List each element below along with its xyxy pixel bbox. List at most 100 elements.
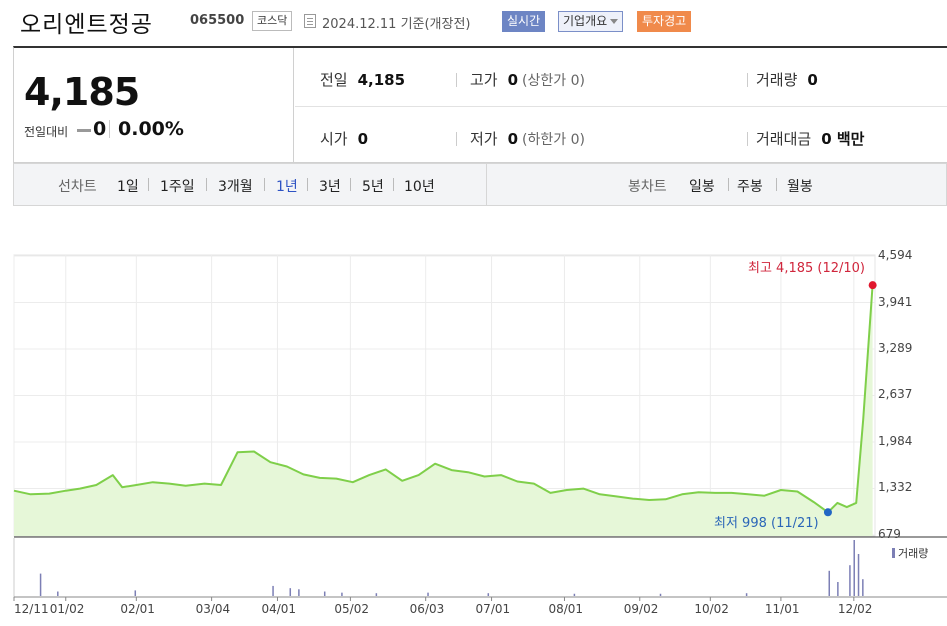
candle-daily-button[interactable]: 일봉 [689,179,715,195]
prev-close: 전일 4,185 [320,69,405,90]
chevron-down-icon [610,19,619,24]
company-overview-dropdown[interactable]: 기업개요 [558,11,624,32]
divider [264,178,265,191]
volume-bar [853,540,855,596]
volume-bar [745,593,748,596]
volume-bar [837,582,839,596]
open-price: 시가 0 [320,128,368,149]
stock-name: 오리엔트정공 [20,12,153,38]
period-1w-button[interactable]: 1주일 [160,179,195,195]
x-tick-label: 12/11 [14,602,49,616]
low-value: 0 [507,130,519,148]
candle-monthly-button[interactable]: 월봉 [787,179,813,195]
change-value: 0 [93,118,107,140]
open-label: 시가 [320,130,348,148]
divider [148,178,149,191]
period-10y-button[interactable]: 10년 [404,179,435,195]
y-tick-label: 3,941 [878,294,913,309]
candle-weekly-button[interactable]: 주봉 [737,179,763,195]
volume-bar [289,588,292,596]
divider [350,178,351,191]
volume-bar [272,585,274,596]
realtime-button[interactable]: 실시간 [502,11,546,32]
flat-change-icon [77,129,91,132]
divider [393,178,394,191]
high-price: 고가 0 (상한가 0) [470,69,585,90]
price-chart: 최고 4,185 (12/10) 최저 998 (11/21) 거래량 4,59… [0,240,947,626]
line-chart-label: 선차트 [58,179,97,195]
divider [747,73,748,87]
change-percent: 0.00% [118,118,184,140]
price-chart-svg [13,254,947,601]
y-tick-label: 3,289 [878,341,913,355]
market-badge: 코스닥 [252,11,293,31]
volume-bar [659,593,662,596]
divider [776,178,777,191]
x-tick-label: 02/01 [120,602,155,616]
volume-bar [323,591,326,596]
y-tick-label: 4,594 [878,248,913,262]
amount-label: 거래대금 [756,130,812,148]
volume-value: 0 [807,71,818,89]
volume-bar [857,554,860,596]
volume-bar [573,593,576,596]
volume: 거래량 0 [756,69,818,90]
period-5y-button[interactable]: 5년 [362,179,384,195]
high-label: 고가 [470,71,498,89]
upper-limit: (상한가 0) [522,73,585,89]
y-tick-label: 2,637 [878,387,913,402]
x-tick-label: 04/01 [261,602,297,616]
x-tick-label: 03/04 [195,602,231,616]
high-marker [868,281,877,290]
price-box: 4,185 전일대비 0 0.00% [14,48,294,163]
low-label: 저가 [470,130,498,148]
lower-limit: (하한가 0) [522,132,585,148]
x-tick-label: 07/01 [475,602,511,616]
investment-warning-badge[interactable]: 투자경고 [637,11,692,32]
y-tick-label: 1,984 [878,434,913,448]
volume-legend: 거래량 [892,545,928,561]
divider [747,132,748,146]
company-overview-label: 기업개요 [563,14,608,28]
divider [456,132,457,146]
y-tick-label: 1,332 [878,480,913,495]
period-1d-button[interactable]: 1일 [117,179,139,195]
volume-bar [828,570,831,596]
x-tick-label: 12/02 [837,602,873,616]
period-1y-button[interactable]: 1년 [276,179,298,195]
volume-bar [849,565,851,596]
chart-low-label: 최저 998 (11/21) [714,516,819,531]
stock-header: 오리엔트정공 065500 코스닥 2024.12.11 기준(개장전) 실시간… [0,0,947,40]
current-price: 4,185 [24,70,140,114]
volume-bar [862,579,864,596]
prev-close-label: 전일 [320,71,348,89]
x-tick-label: 11/01 [764,602,800,616]
candle-chart-label: 봉차트 [628,179,667,195]
chart-high-label: 최고 4,185 (12/10) [748,261,866,276]
period-3m-button[interactable]: 3개월 [218,179,253,195]
divider [206,178,207,191]
x-tick-label: 05/02 [334,602,369,616]
volume-label: 거래량 [756,71,798,89]
period-3y-button[interactable]: 3년 [319,179,341,195]
volume-bar [298,589,300,596]
volume-bar [487,593,490,596]
y-tick-label: 679 [878,527,901,541]
low-marker [823,508,832,517]
quote-summary: 4,185 전일대비 0 0.00% 전일 4,185 고가 0 (상한가 0) 거래… [13,46,947,163]
divider [109,120,110,138]
x-tick-label: 01/02 [49,602,85,616]
reference-date: 2024.12.11 기준(개장전) [322,17,471,32]
volume-bar [375,593,378,596]
volume-bar [57,591,59,596]
volume-bar [134,590,137,596]
divider [728,178,729,191]
volume-bar [341,592,343,596]
prev-close-value: 4,185 [357,71,406,89]
price-line [13,285,874,514]
x-tick-label: 09/02 [623,602,659,616]
row-divider [295,106,947,107]
x-tick-label: 08/01 [548,602,584,616]
divider [307,178,308,191]
open-value: 0 [357,130,369,148]
